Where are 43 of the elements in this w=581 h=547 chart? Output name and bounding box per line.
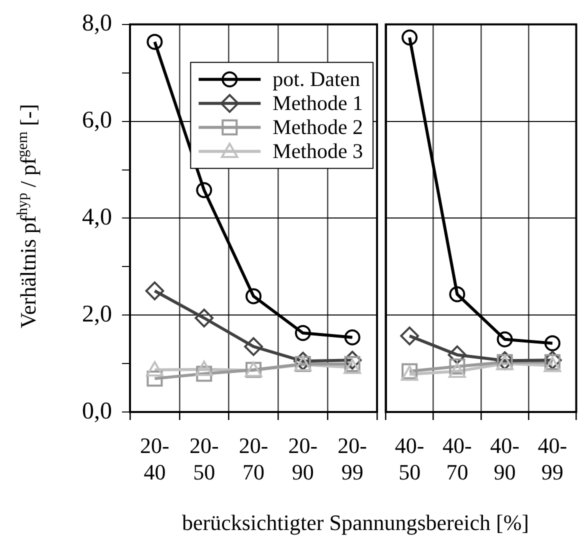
x-tick-label: 20-50 [189,432,219,484]
point [496,331,513,348]
y-tick-label: 0,0 [82,398,112,424]
point [449,286,466,302]
point [448,362,466,378]
point [196,182,212,198]
y-tick-label: 2,0 [82,301,112,328]
point [194,308,214,328]
legend-label: Methode 1 [272,90,364,115]
point [544,335,560,352]
point [246,288,262,304]
x-tick-label: 40-90 [490,432,520,484]
point [402,29,418,46]
legend-label: Methode 3 [272,138,364,163]
point [244,337,263,356]
point [342,350,362,370]
y-tick-label: 8,0 [82,10,112,37]
point [294,352,312,371]
point [448,345,467,364]
point [449,358,466,374]
x-tick-label: 20-40 [140,432,170,484]
point [146,34,163,50]
point [294,325,311,342]
x-tick-label: 40-50 [394,432,424,484]
x-tick-label: 40-99 [538,432,568,484]
point [344,329,360,346]
y-tick-label: 6,0 [82,108,112,134]
point [196,366,212,382]
x-tick-label: 20-90 [288,432,318,484]
point [146,370,163,387]
x-tick-label: 20-70 [238,432,268,484]
point [400,326,419,346]
point [495,351,514,370]
point [543,350,562,370]
point [146,361,164,376]
x-axis-title: berücksichtigter Spannungsbereich [%] [181,510,530,536]
legend-label: pot. Daten [272,66,361,91]
x-tick-label: 20-99 [338,432,367,484]
point [145,281,164,300]
point [195,360,213,376]
y-tick-label: 4,0 [82,204,112,230]
legend-label: Methode 2 [272,114,364,139]
x-tick-label: 40-70 [442,432,472,484]
